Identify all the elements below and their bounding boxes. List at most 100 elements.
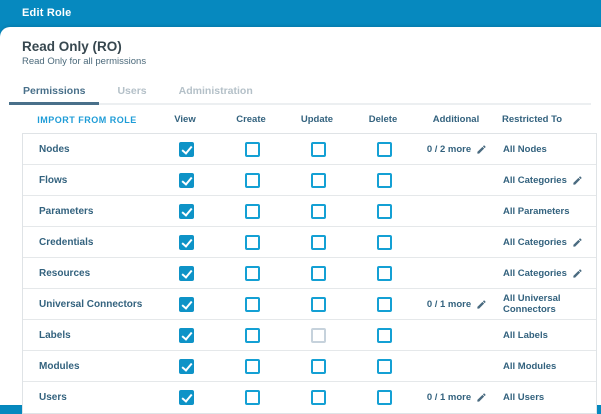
permission-name: Parameters xyxy=(39,205,94,217)
permission-name: Universal Connectors xyxy=(39,298,143,310)
restricted-to-value: All Nodes xyxy=(503,143,547,155)
restricted-to-value: All Labels xyxy=(503,329,548,341)
additional-cell: 0 / 1 more xyxy=(417,392,497,403)
restricted-to-cell: All Labels xyxy=(497,330,596,341)
tab-bar: Permissions Users Administration xyxy=(9,81,591,105)
update-checkbox[interactable] xyxy=(310,172,326,188)
update-checkbox[interactable] xyxy=(310,141,326,157)
restricted-to-cell: All Universal Connectors xyxy=(497,293,596,315)
delete-checkbox[interactable] xyxy=(376,358,392,374)
restricted-to-value: All Modules xyxy=(503,360,557,372)
update-checkbox[interactable] xyxy=(310,390,326,405)
create-checkbox[interactable] xyxy=(244,296,260,312)
permission-name: Flows xyxy=(39,174,68,186)
import-from-role-button[interactable]: IMPORT FROM ROLE xyxy=(37,114,137,125)
permissions-table: Nodes 0 / 2 more All Nodes Flows All Cat… xyxy=(22,133,597,414)
delete-checkbox[interactable] xyxy=(376,265,392,281)
restricted-to-value: All Categories xyxy=(503,236,567,248)
table-row: Modules All Modules xyxy=(23,351,596,382)
restricted-to-cell: All Categories xyxy=(497,175,596,186)
additional-count: 0 / 1 more xyxy=(426,392,472,403)
delete-checkbox[interactable] xyxy=(376,390,392,405)
table-row: Resources All Categories xyxy=(23,258,596,289)
restricted-to-cell: All Categories xyxy=(497,268,596,279)
view-checkbox[interactable] xyxy=(178,296,194,312)
role-name: Read Only (RO) xyxy=(22,39,122,54)
role-description: Read Only for all permissions xyxy=(22,56,147,67)
column-header-delete: Delete xyxy=(368,114,398,125)
restricted-to-value: All Categories xyxy=(503,174,567,186)
restricted-to-cell: All Nodes xyxy=(497,144,596,155)
delete-checkbox[interactable] xyxy=(376,234,392,250)
create-checkbox[interactable] xyxy=(244,172,260,188)
edit-icon[interactable] xyxy=(476,299,487,310)
restricted-to-value: All Categories xyxy=(503,267,567,279)
column-header-create: Create xyxy=(236,114,266,125)
tab-administration[interactable]: Administration xyxy=(178,85,253,97)
table-header-row: IMPORT FROM ROLE View Create Update Dele… xyxy=(22,114,597,125)
table-row: Flows All Categories xyxy=(23,165,596,196)
view-checkbox[interactable] xyxy=(178,327,194,343)
update-checkbox[interactable] xyxy=(310,296,326,312)
table-row: Nodes 0 / 2 more All Nodes xyxy=(23,134,596,165)
column-header-view: View xyxy=(174,114,196,125)
restricted-to-cell: All Modules xyxy=(497,361,596,372)
create-checkbox[interactable] xyxy=(244,234,260,250)
edit-icon[interactable] xyxy=(572,175,583,186)
view-checkbox[interactable] xyxy=(178,141,194,157)
additional-cell: 0 / 2 more xyxy=(417,144,497,155)
additional-count: 0 / 1 more xyxy=(426,298,472,310)
update-checkbox[interactable] xyxy=(310,265,326,281)
restricted-to-value: All Universal Connectors xyxy=(503,293,561,315)
update-checkbox[interactable] xyxy=(310,234,326,250)
view-checkbox[interactable] xyxy=(178,203,194,219)
permission-name: Nodes xyxy=(39,143,70,155)
table-row: Universal Connectors 0 / 1 more All Univ… xyxy=(23,289,596,320)
tab-permissions[interactable]: Permissions xyxy=(9,81,100,105)
table-row: Labels All Labels xyxy=(23,320,596,351)
edit-icon[interactable] xyxy=(572,268,583,279)
delete-checkbox[interactable] xyxy=(376,296,392,312)
tab-users[interactable]: Users xyxy=(117,85,147,97)
update-checkbox[interactable] xyxy=(310,203,326,219)
dialog-title: Edit Role xyxy=(22,7,72,19)
create-checkbox[interactable] xyxy=(244,141,260,157)
restricted-to-value: All Parameters xyxy=(503,205,570,217)
permission-name: Modules xyxy=(39,360,80,372)
permission-name: Labels xyxy=(39,329,71,341)
delete-checkbox[interactable] xyxy=(376,203,392,219)
restricted-to-value: All Users xyxy=(503,392,545,403)
view-checkbox[interactable] xyxy=(178,234,194,250)
permission-name: Resources xyxy=(39,267,91,279)
table-row: Credentials All Categories xyxy=(23,227,596,258)
permission-name: Credentials xyxy=(39,236,94,248)
delete-checkbox[interactable] xyxy=(376,327,392,343)
view-checkbox[interactable] xyxy=(178,358,194,374)
edit-icon[interactable] xyxy=(476,144,487,155)
create-checkbox[interactable] xyxy=(244,265,260,281)
column-header-update: Update xyxy=(300,114,334,125)
delete-checkbox[interactable] xyxy=(376,141,392,157)
table-row: Users 0 / 1 more All Users xyxy=(23,382,596,413)
edit-icon[interactable] xyxy=(572,237,583,248)
create-checkbox[interactable] xyxy=(244,203,260,219)
table-row: Parameters All Parameters xyxy=(23,196,596,227)
update-checkbox[interactable] xyxy=(310,327,326,343)
permission-name: Users xyxy=(39,392,67,403)
view-checkbox[interactable] xyxy=(178,390,194,405)
column-header-additional: Additional xyxy=(432,114,480,125)
edit-role-panel: Read Only (RO) Read Only for all permiss… xyxy=(0,27,601,414)
delete-checkbox[interactable] xyxy=(376,172,392,188)
additional-count: 0 / 2 more xyxy=(426,143,472,155)
edit-icon[interactable] xyxy=(476,392,487,403)
update-checkbox[interactable] xyxy=(310,358,326,374)
create-checkbox[interactable] xyxy=(244,390,260,405)
additional-cell: 0 / 1 more xyxy=(417,299,497,310)
create-checkbox[interactable] xyxy=(244,327,260,343)
restricted-to-cell: All Users xyxy=(497,392,596,403)
create-checkbox[interactable] xyxy=(244,358,260,374)
view-checkbox[interactable] xyxy=(178,265,194,281)
view-checkbox[interactable] xyxy=(178,172,194,188)
column-header-restricted-to: Restricted To xyxy=(502,114,563,125)
restricted-to-cell: All Categories xyxy=(497,237,596,248)
